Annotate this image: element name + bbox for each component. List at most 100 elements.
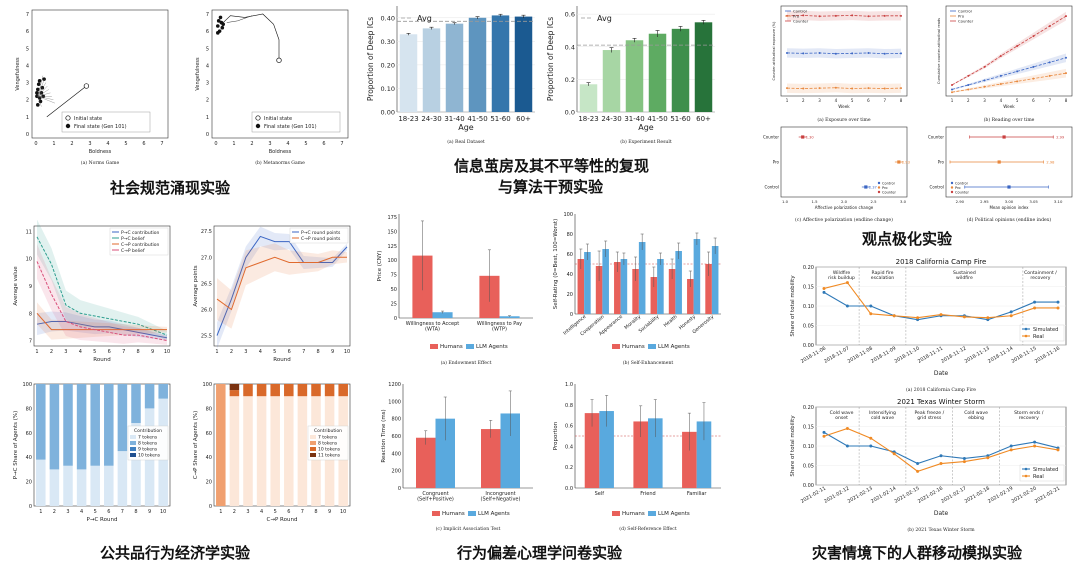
y-tick-label: 125 [387, 244, 397, 250]
data-label: 1.30 [806, 136, 815, 140]
legend-label: Pro [882, 186, 888, 190]
data-point [1007, 185, 1011, 189]
x-tick-label: 3.10 [1054, 199, 1063, 204]
series-line [786, 15, 901, 17]
x-tick-label: 8 [314, 509, 317, 515]
y-tick-label: 0 [398, 486, 401, 492]
caption-label: (a) [81, 159, 89, 166]
figure-caption: (b) 2021 Texas Winter Storm [907, 526, 975, 533]
x-tick-label: 7 [1048, 98, 1051, 103]
legend-label: Pro [793, 14, 800, 19]
section-title-info-line2: 与算法干预实验 [498, 178, 604, 196]
series-point [1056, 448, 1060, 452]
stacked-bar-segment [90, 465, 100, 506]
legend-label: Initial state [74, 116, 102, 122]
legend-label: Humans [442, 511, 465, 517]
series-point [939, 454, 943, 458]
x-tick-label: 1 [951, 98, 954, 103]
x-tick-label: 2021-02-12 [823, 486, 850, 505]
series-point [818, 15, 821, 18]
x-tick-label: 41-50 [647, 115, 667, 123]
final-state-point [221, 22, 225, 27]
series-point [845, 304, 849, 308]
series-point [1048, 61, 1051, 64]
x-tick-label: 8 [134, 509, 137, 515]
x-tick-label: 10 [160, 509, 166, 515]
y-tick-label: 0 [26, 132, 29, 138]
series-point [939, 462, 943, 466]
x-tick-label: 7 [160, 141, 163, 147]
stacked-bar-segment [256, 396, 267, 506]
x-tick-label: 6 [108, 349, 111, 355]
series-point [883, 87, 886, 90]
x-tick-label: 0 [214, 141, 217, 147]
data-label: 2.93 [902, 161, 910, 165]
series-point [986, 316, 990, 320]
stacked-bar-segment [229, 384, 240, 391]
stacked-bar-segment [36, 384, 46, 460]
series-point [983, 79, 986, 82]
legend-label: Pro [955, 186, 961, 190]
x-tick-label: 41-50 [467, 115, 487, 123]
x-tick-label: 2018-11-16 [1034, 346, 1061, 365]
legend-marker [612, 511, 620, 516]
series-point [1009, 310, 1013, 314]
y-tick-label: 6 [26, 29, 29, 35]
y-tick-label: 0.10 [803, 444, 814, 450]
legend-label: Control [958, 9, 972, 14]
stacked-bar-segment [243, 384, 253, 397]
x-tick-label: 10 [344, 349, 350, 355]
phase-label: wildfire [956, 275, 973, 281]
legend-marker [430, 344, 438, 349]
plot-frame [945, 126, 1073, 198]
trajectory-line [37, 85, 48, 97]
phase-label: cold wave [871, 415, 894, 421]
legend-marker [310, 453, 316, 457]
x-tick-label: 7 [301, 509, 304, 515]
y-tick-label: 7 [206, 12, 209, 18]
y-tick-label: 600 [391, 434, 401, 440]
final-state-point [36, 103, 40, 107]
y-tick-label: Control [930, 185, 944, 190]
legend-label: LLM Agents [658, 344, 690, 350]
legend-marker-initial [65, 115, 71, 121]
stacked-bar-segment [76, 469, 87, 506]
initial-state-point [276, 57, 282, 63]
caption-label: (b) [623, 359, 631, 366]
bar [687, 279, 694, 314]
series-point [1016, 70, 1019, 73]
phase-label: Cold wave [830, 410, 854, 416]
y-tick-label: 50 [391, 287, 397, 293]
y-axis-label: Reaction Time (ms) [381, 409, 387, 462]
y-axis-label: Average value [13, 266, 19, 306]
series-point [822, 434, 826, 438]
phase-label: recovery [1030, 275, 1050, 281]
stacked-bar-segment [144, 384, 155, 409]
x-tick-label: 3 [66, 509, 69, 515]
bar [682, 431, 697, 488]
legend-marker [130, 453, 136, 457]
x-tick-label: 3 [983, 98, 986, 103]
caption-text: Experiment Result [628, 139, 672, 145]
legend-marker [648, 511, 656, 516]
bar [694, 22, 713, 112]
series-point [851, 87, 854, 90]
stacked-bar-segment [158, 384, 168, 399]
series-line [36, 261, 168, 342]
bar [696, 421, 712, 488]
y-axis-label: Self-Rating (0=Best, 100=Worst) [553, 219, 559, 309]
round-points-chart: 1 2 3 4 5 6 7 8 9 10 25.5 26.0 26.5 27.0 27.5 P→C round… [193, 225, 351, 363]
x-tick-label: Congruent [422, 491, 448, 497]
data-label: 2.37 [869, 186, 877, 190]
y-tick-label: 60 [206, 431, 212, 437]
x-tick-label: 8 [900, 98, 903, 103]
legend-marker [310, 435, 316, 439]
y-axis-label: Price (CNY) [377, 251, 383, 282]
trajectory-line [46, 85, 87, 118]
series-point [1065, 72, 1067, 75]
x-tick-label: 2018-11-07 [823, 346, 850, 365]
series-point [822, 286, 826, 290]
x-tick-label: 5 [273, 349, 276, 355]
